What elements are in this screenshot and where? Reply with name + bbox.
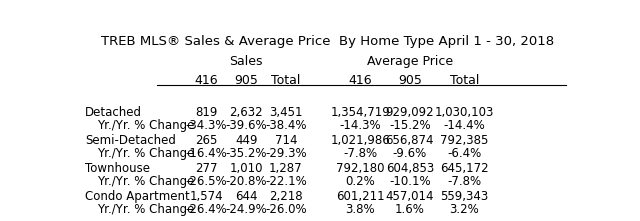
Text: -29.3%: -29.3% — [265, 147, 307, 160]
Text: 457,014: 457,014 — [385, 190, 434, 203]
Text: 604,853: 604,853 — [386, 162, 434, 175]
Text: -24.9%: -24.9% — [225, 204, 267, 217]
Text: 2,632: 2,632 — [229, 106, 263, 119]
Text: Yr./Yr. % Change: Yr./Yr. % Change — [97, 204, 195, 217]
Text: -7.8%: -7.8% — [343, 147, 378, 160]
Text: -26.5%: -26.5% — [186, 175, 227, 189]
Text: 1,030,103: 1,030,103 — [435, 106, 494, 119]
Text: 1,574: 1,574 — [189, 190, 223, 203]
Text: -20.8%: -20.8% — [225, 175, 267, 189]
Text: 819: 819 — [195, 106, 218, 119]
Text: Yr./Yr. % Change: Yr./Yr. % Change — [97, 175, 195, 189]
Text: 1,021,986: 1,021,986 — [330, 134, 390, 147]
Text: Condo Apartment: Condo Apartment — [85, 190, 189, 203]
Text: 416: 416 — [348, 74, 372, 87]
Text: 3,451: 3,451 — [269, 106, 303, 119]
Text: 559,343: 559,343 — [440, 190, 488, 203]
Text: 277: 277 — [195, 162, 218, 175]
Text: 1.6%: 1.6% — [395, 204, 425, 217]
Text: 601,211: 601,211 — [336, 190, 385, 203]
Text: -14.4%: -14.4% — [444, 119, 485, 132]
Text: 792,385: 792,385 — [440, 134, 488, 147]
Text: 0.2%: 0.2% — [346, 175, 375, 189]
Text: Total: Total — [450, 74, 479, 87]
Text: 416: 416 — [195, 74, 218, 87]
Text: -26.4%: -26.4% — [186, 204, 227, 217]
Text: Yr./Yr. % Change: Yr./Yr. % Change — [97, 147, 195, 160]
Text: Total: Total — [271, 74, 301, 87]
Text: -22.1%: -22.1% — [265, 175, 307, 189]
Text: 3.8%: 3.8% — [346, 204, 375, 217]
Text: 1,287: 1,287 — [269, 162, 303, 175]
Text: 792,180: 792,180 — [336, 162, 385, 175]
Text: TREB MLS® Sales & Average Price  By Home Type April 1 - 30, 2018: TREB MLS® Sales & Average Price By Home … — [101, 35, 555, 48]
Text: 1,354,719: 1,354,719 — [330, 106, 390, 119]
Text: Semi-Detached: Semi-Detached — [85, 134, 176, 147]
Text: 449: 449 — [235, 134, 257, 147]
Text: 3.2%: 3.2% — [449, 204, 479, 217]
Text: Detached: Detached — [85, 106, 142, 119]
Text: -35.2%: -35.2% — [225, 147, 267, 160]
Text: Townhouse: Townhouse — [85, 162, 150, 175]
Text: -34.3%: -34.3% — [186, 119, 227, 132]
Text: 929,092: 929,092 — [385, 106, 434, 119]
Text: -26.0%: -26.0% — [265, 204, 307, 217]
Text: -16.4%: -16.4% — [186, 147, 227, 160]
Text: 645,172: 645,172 — [440, 162, 489, 175]
Text: Sales: Sales — [229, 55, 263, 69]
Text: -6.4%: -6.4% — [447, 147, 481, 160]
Text: -39.6%: -39.6% — [225, 119, 267, 132]
Text: -9.6%: -9.6% — [393, 147, 427, 160]
Text: 905: 905 — [398, 74, 422, 87]
Text: 265: 265 — [195, 134, 218, 147]
Text: -10.1%: -10.1% — [389, 175, 431, 189]
Text: -38.4%: -38.4% — [265, 119, 307, 132]
Text: Average Price: Average Price — [367, 55, 453, 69]
Text: 2,218: 2,218 — [269, 190, 303, 203]
Text: 656,874: 656,874 — [385, 134, 434, 147]
Text: -7.8%: -7.8% — [447, 175, 481, 189]
Text: 1,010: 1,010 — [229, 162, 263, 175]
Text: 644: 644 — [235, 190, 257, 203]
Text: -14.3%: -14.3% — [339, 119, 381, 132]
Text: Yr./Yr. % Change: Yr./Yr. % Change — [97, 119, 195, 132]
Text: 714: 714 — [275, 134, 297, 147]
Text: 905: 905 — [234, 74, 258, 87]
Text: -15.2%: -15.2% — [389, 119, 431, 132]
